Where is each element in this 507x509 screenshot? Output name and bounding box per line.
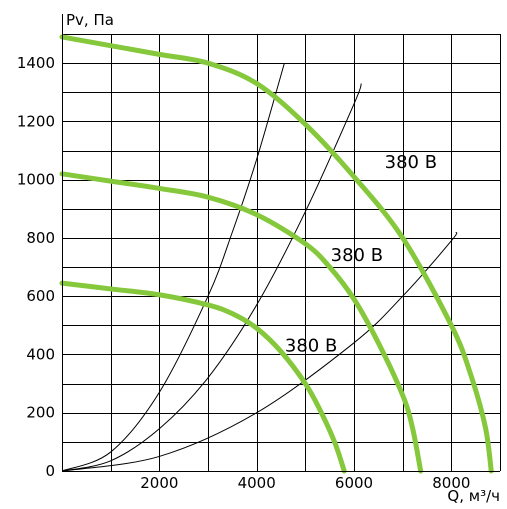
curve-label: 380 В bbox=[285, 336, 337, 357]
x-tick-label: 8000 bbox=[432, 474, 470, 492]
system-curve bbox=[61, 62, 285, 472]
fan-curves bbox=[59, 34, 494, 474]
y-axis-label: Pv, Па bbox=[66, 11, 114, 29]
x-tick-label: 4000 bbox=[238, 474, 276, 492]
x-tick-label: 2000 bbox=[140, 474, 178, 492]
y-tick-label: 1400 bbox=[17, 54, 55, 72]
tick-labels: 0 200 400 600 800 1000 1200 1400 2000 4000 6000 800… bbox=[17, 54, 471, 492]
x-axis-label: Q, м³/ч bbox=[447, 487, 500, 505]
curve-labels: 380 В 380 В 380 В bbox=[285, 152, 437, 357]
curve-label: 380 В bbox=[331, 245, 383, 266]
system-curves bbox=[61, 62, 458, 472]
y-tick-label: 200 bbox=[26, 404, 55, 422]
y-tick-label: 0 bbox=[45, 462, 55, 480]
system-curve bbox=[61, 83, 362, 472]
y-tick-label: 1000 bbox=[17, 171, 55, 189]
y-tick-label: 1200 bbox=[17, 112, 55, 130]
x-tick-label: 6000 bbox=[335, 474, 373, 492]
fan-curve bbox=[59, 171, 424, 474]
y-tick-label: 800 bbox=[26, 229, 55, 247]
y-tick-label: 600 bbox=[26, 287, 55, 305]
system-curve bbox=[61, 231, 458, 472]
fan-curve bbox=[59, 280, 347, 474]
axes bbox=[61, 14, 500, 473]
fan-curve bbox=[59, 34, 494, 474]
y-tick-label: 400 bbox=[26, 345, 55, 363]
curve-label: 380 В bbox=[385, 152, 437, 173]
